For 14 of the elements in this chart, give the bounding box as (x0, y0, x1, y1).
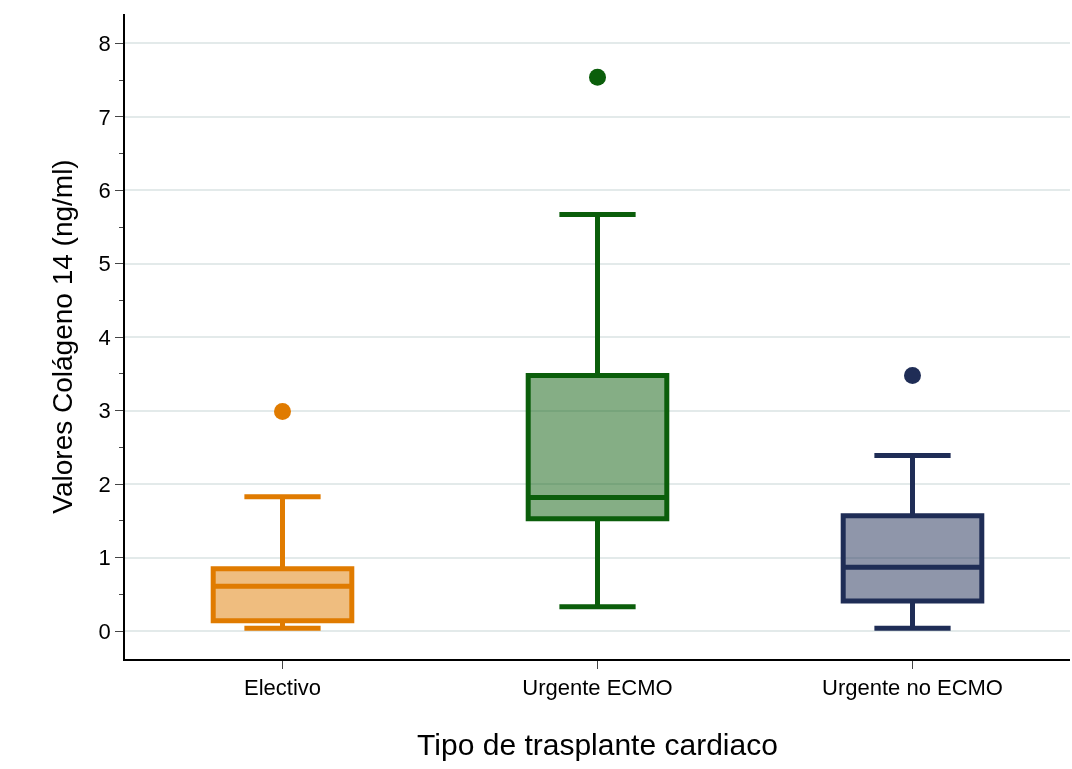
y-axis-title: Valores Colágeno 14 (ng/ml) (46, 159, 78, 514)
x-axis-title: Tipo de trasplante cardiaco (417, 728, 778, 762)
y-tick-label: 0 (98, 618, 111, 644)
x-tick-label: Urgente no ECMO (822, 675, 1003, 701)
x-tick-label: Urgente ECMO (522, 675, 673, 701)
y-tick-label: 1 (98, 545, 111, 571)
x-tick-label: Electivo (243, 675, 322, 701)
y-tick-label: 8 (98, 31, 111, 57)
y-tick-label: 6 (98, 178, 111, 204)
y-tick-label: 3 (98, 398, 111, 424)
y-tick-label: 5 (98, 251, 111, 277)
y-tick-label: 4 (98, 324, 111, 350)
y-tick-label: 7 (98, 104, 111, 130)
y-tick-label: 2 (98, 471, 111, 497)
